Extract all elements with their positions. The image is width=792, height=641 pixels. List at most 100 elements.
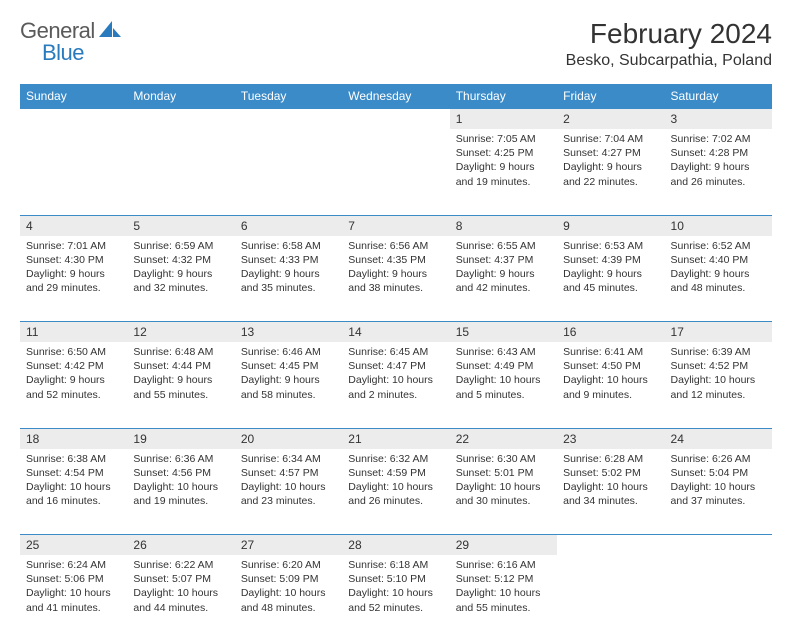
day-cell: Sunrise: 6:59 AMSunset: 4:32 PMDaylight:… [127, 236, 234, 322]
day-number-cell: 20 [235, 428, 342, 449]
dayhead-sat: Saturday [665, 84, 772, 109]
day-cell: Sunrise: 6:18 AMSunset: 5:10 PMDaylight:… [342, 555, 449, 641]
dayhead-sun: Sunday [20, 84, 127, 109]
info-row: Sunrise: 6:24 AMSunset: 5:06 PMDaylight:… [20, 555, 772, 641]
info-row: Sunrise: 6:38 AMSunset: 4:54 PMDaylight:… [20, 449, 772, 535]
day-number-cell: 15 [450, 322, 557, 343]
day-cell [20, 129, 127, 215]
brand-sail-icon [99, 19, 121, 44]
day-header-row: Sunday Monday Tuesday Wednesday Thursday… [20, 84, 772, 109]
day-cell: Sunrise: 6:41 AMSunset: 4:50 PMDaylight:… [557, 342, 664, 428]
day-cell: Sunrise: 7:05 AMSunset: 4:25 PMDaylight:… [450, 129, 557, 215]
day-cell: Sunrise: 6:34 AMSunset: 4:57 PMDaylight:… [235, 449, 342, 535]
day-cell: Sunrise: 6:38 AMSunset: 4:54 PMDaylight:… [20, 449, 127, 535]
day-number-cell [20, 109, 127, 130]
day-number-cell: 4 [20, 215, 127, 236]
day-cell: Sunrise: 6:48 AMSunset: 4:44 PMDaylight:… [127, 342, 234, 428]
day-number-cell: 16 [557, 322, 664, 343]
day-info: Sunrise: 6:43 AMSunset: 4:49 PMDaylight:… [450, 342, 557, 406]
day-number-cell: 23 [557, 428, 664, 449]
dayhead-thu: Thursday [450, 84, 557, 109]
day-number-cell: 25 [20, 535, 127, 556]
day-cell: Sunrise: 6:22 AMSunset: 5:07 PMDaylight:… [127, 555, 234, 641]
day-info: Sunrise: 6:26 AMSunset: 5:04 PMDaylight:… [665, 449, 772, 513]
location-text: Besko, Subcarpathia, Poland [566, 52, 772, 70]
day-info: Sunrise: 6:30 AMSunset: 5:01 PMDaylight:… [450, 449, 557, 513]
day-number-cell: 10 [665, 215, 772, 236]
daynum-row: 11121314151617 [20, 322, 772, 343]
day-cell: Sunrise: 7:02 AMSunset: 4:28 PMDaylight:… [665, 129, 772, 215]
day-info: Sunrise: 6:28 AMSunset: 5:02 PMDaylight:… [557, 449, 664, 513]
day-cell: Sunrise: 6:24 AMSunset: 5:06 PMDaylight:… [20, 555, 127, 641]
day-number-cell: 12 [127, 322, 234, 343]
day-number-cell [342, 109, 449, 130]
day-number-cell: 17 [665, 322, 772, 343]
day-number-cell: 1 [450, 109, 557, 130]
dayhead-mon: Monday [127, 84, 234, 109]
dayhead-wed: Wednesday [342, 84, 449, 109]
brand-part2: Blue [42, 40, 84, 65]
day-cell: Sunrise: 6:32 AMSunset: 4:59 PMDaylight:… [342, 449, 449, 535]
day-info: Sunrise: 6:46 AMSunset: 4:45 PMDaylight:… [235, 342, 342, 406]
day-cell: Sunrise: 6:55 AMSunset: 4:37 PMDaylight:… [450, 236, 557, 322]
day-info: Sunrise: 6:38 AMSunset: 4:54 PMDaylight:… [20, 449, 127, 513]
day-cell: Sunrise: 6:39 AMSunset: 4:52 PMDaylight:… [665, 342, 772, 428]
day-info: Sunrise: 6:55 AMSunset: 4:37 PMDaylight:… [450, 236, 557, 300]
dayhead-tue: Tuesday [235, 84, 342, 109]
dayhead-fri: Friday [557, 84, 664, 109]
info-row: Sunrise: 6:50 AMSunset: 4:42 PMDaylight:… [20, 342, 772, 428]
day-info: Sunrise: 6:16 AMSunset: 5:12 PMDaylight:… [450, 555, 557, 619]
day-number-cell: 2 [557, 109, 664, 130]
day-cell: Sunrise: 6:26 AMSunset: 5:04 PMDaylight:… [665, 449, 772, 535]
day-info: Sunrise: 6:52 AMSunset: 4:40 PMDaylight:… [665, 236, 772, 300]
day-info: Sunrise: 6:53 AMSunset: 4:39 PMDaylight:… [557, 236, 664, 300]
day-number-cell: 11 [20, 322, 127, 343]
day-number-cell: 13 [235, 322, 342, 343]
day-info: Sunrise: 6:24 AMSunset: 5:06 PMDaylight:… [20, 555, 127, 619]
day-number-cell [127, 109, 234, 130]
day-number-cell: 7 [342, 215, 449, 236]
day-cell: Sunrise: 6:43 AMSunset: 4:49 PMDaylight:… [450, 342, 557, 428]
day-number-cell: 29 [450, 535, 557, 556]
day-cell: Sunrise: 6:45 AMSunset: 4:47 PMDaylight:… [342, 342, 449, 428]
daynum-row: 123 [20, 109, 772, 130]
day-info: Sunrise: 6:45 AMSunset: 4:47 PMDaylight:… [342, 342, 449, 406]
day-number-cell: 22 [450, 428, 557, 449]
day-number-cell: 18 [20, 428, 127, 449]
day-number-cell: 9 [557, 215, 664, 236]
day-cell [127, 129, 234, 215]
day-number-cell [665, 535, 772, 556]
day-info: Sunrise: 7:01 AMSunset: 4:30 PMDaylight:… [20, 236, 127, 300]
daynum-row: 18192021222324 [20, 428, 772, 449]
day-number-cell: 28 [342, 535, 449, 556]
day-number-cell: 24 [665, 428, 772, 449]
day-info: Sunrise: 6:39 AMSunset: 4:52 PMDaylight:… [665, 342, 772, 406]
day-cell: Sunrise: 6:58 AMSunset: 4:33 PMDaylight:… [235, 236, 342, 322]
day-number-cell: 27 [235, 535, 342, 556]
day-cell: Sunrise: 6:36 AMSunset: 4:56 PMDaylight:… [127, 449, 234, 535]
day-cell: Sunrise: 6:20 AMSunset: 5:09 PMDaylight:… [235, 555, 342, 641]
day-info: Sunrise: 6:34 AMSunset: 4:57 PMDaylight:… [235, 449, 342, 513]
day-cell: Sunrise: 6:53 AMSunset: 4:39 PMDaylight:… [557, 236, 664, 322]
day-number-cell: 19 [127, 428, 234, 449]
day-cell [235, 129, 342, 215]
header: General Blue February 2024 Besko, Subcar… [20, 18, 772, 70]
day-number-cell [557, 535, 664, 556]
day-info: Sunrise: 6:22 AMSunset: 5:07 PMDaylight:… [127, 555, 234, 619]
day-info: Sunrise: 6:58 AMSunset: 4:33 PMDaylight:… [235, 236, 342, 300]
day-number-cell: 26 [127, 535, 234, 556]
day-info: Sunrise: 6:41 AMSunset: 4:50 PMDaylight:… [557, 342, 664, 406]
day-number-cell: 6 [235, 215, 342, 236]
day-number-cell [235, 109, 342, 130]
info-row: Sunrise: 7:01 AMSunset: 4:30 PMDaylight:… [20, 236, 772, 322]
title-block: February 2024 Besko, Subcarpathia, Polan… [566, 18, 772, 70]
day-cell: Sunrise: 6:46 AMSunset: 4:45 PMDaylight:… [235, 342, 342, 428]
day-info: Sunrise: 6:56 AMSunset: 4:35 PMDaylight:… [342, 236, 449, 300]
page-title: February 2024 [566, 18, 772, 50]
day-info: Sunrise: 6:18 AMSunset: 5:10 PMDaylight:… [342, 555, 449, 619]
day-cell: Sunrise: 6:16 AMSunset: 5:12 PMDaylight:… [450, 555, 557, 641]
brand-logo: General Blue [20, 18, 121, 44]
day-cell: Sunrise: 6:28 AMSunset: 5:02 PMDaylight:… [557, 449, 664, 535]
day-info: Sunrise: 6:32 AMSunset: 4:59 PMDaylight:… [342, 449, 449, 513]
day-cell: Sunrise: 6:52 AMSunset: 4:40 PMDaylight:… [665, 236, 772, 322]
